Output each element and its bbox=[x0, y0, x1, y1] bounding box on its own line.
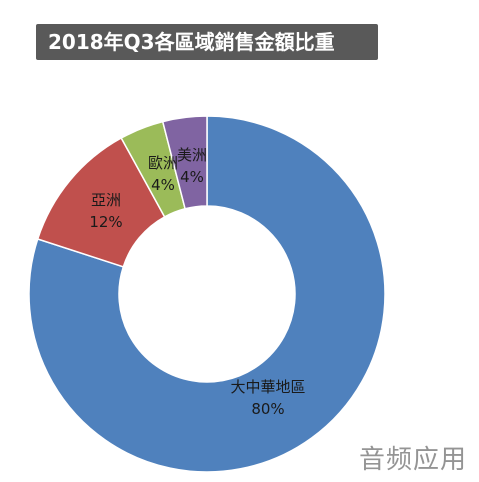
chart-title: 2018年Q3各區域銷售金額比重 bbox=[48, 30, 335, 54]
slice-category-label: 大中華地區 bbox=[230, 378, 305, 396]
slice-category-label: 亞洲 bbox=[91, 191, 121, 209]
watermark-text: 音频应用 bbox=[358, 445, 467, 475]
slice-value-label: 12% bbox=[89, 213, 122, 231]
slice-category-label: 歐洲 bbox=[148, 154, 178, 172]
slice-value-label: 80% bbox=[251, 400, 284, 418]
donut-slice-1 bbox=[28, 115, 386, 473]
chart-title-bar: 2018年Q3各區域銷售金額比重 bbox=[36, 24, 378, 60]
slice-value-label: 4% bbox=[151, 176, 175, 194]
donut-slice-4 bbox=[161, 115, 208, 210]
slice-value-label: 4% bbox=[180, 168, 204, 186]
slice-category-label: 美洲 bbox=[177, 146, 207, 164]
